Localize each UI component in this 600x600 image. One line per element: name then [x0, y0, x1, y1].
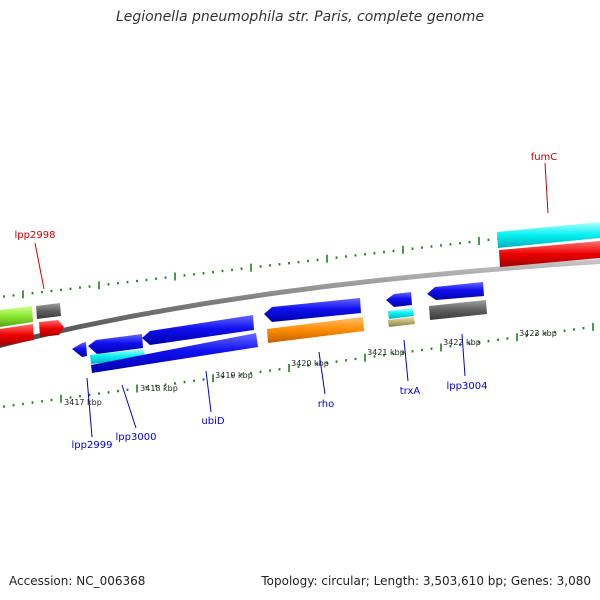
gene-label-lpp2999: lpp2999 — [72, 440, 113, 451]
tick-label-3418: 3418 kbp — [140, 384, 178, 393]
gene-cyan-lower — [90, 349, 145, 364]
tick-label-3417: 3417 kbp — [64, 398, 102, 407]
gene-trxA-blue — [386, 292, 412, 307]
tick-label-3420: 3420 kbp — [291, 359, 329, 368]
gene-lpp3000 — [88, 334, 143, 354]
tick-label-3423: 3423 kbp — [519, 329, 557, 338]
tick-label-3422: 3422 kbp — [443, 338, 481, 347]
gene-trxA-khaki — [388, 317, 415, 327]
gene-lpp2999 — [72, 342, 87, 357]
feature-gray-lpp2998 — [36, 303, 61, 319]
feature-red-small — [39, 320, 64, 337]
gene-blue-long — [91, 333, 258, 373]
gene-label-lpp3004: lpp3004 — [447, 381, 488, 392]
gene-trxA-cyan — [388, 308, 414, 319]
gene-gray-lpp3004 — [429, 300, 487, 320]
accession-text: Accession: NC_006368 — [9, 574, 146, 588]
gene-label-lpp3000: lpp3000 — [116, 432, 157, 443]
tick-label-3419: 3419 kbp — [215, 371, 253, 380]
gene-label-trxA: trxA — [400, 386, 421, 397]
gene-blue-mid — [264, 298, 361, 322]
gene-label-fumC: fumC — [531, 152, 558, 163]
label-leaders — [34, 162, 549, 438]
genome-backbone — [0, 259, 600, 348]
gene-label-rho: rho — [318, 399, 334, 410]
gene-lpp3004 — [427, 282, 484, 300]
gene-label-lpp2998: lpp2998 — [15, 230, 56, 241]
gene-rho — [267, 317, 364, 343]
gene-ubiD — [142, 315, 254, 345]
map-title: Legionella pneumophila str. Paris, compl… — [115, 9, 485, 25]
feature-red-fumC — [499, 241, 600, 267]
tick-label-3421: 3421 kbp — [367, 348, 405, 357]
genome-summary-text: Topology: circular; Length: 3,503,610 bp… — [261, 574, 591, 588]
gene-label-ubiD: ubiD — [201, 416, 224, 427]
feature-green-left — [0, 306, 33, 327]
feature-red-left — [0, 324, 34, 346]
feature-cyan-fumC — [497, 222, 600, 248]
